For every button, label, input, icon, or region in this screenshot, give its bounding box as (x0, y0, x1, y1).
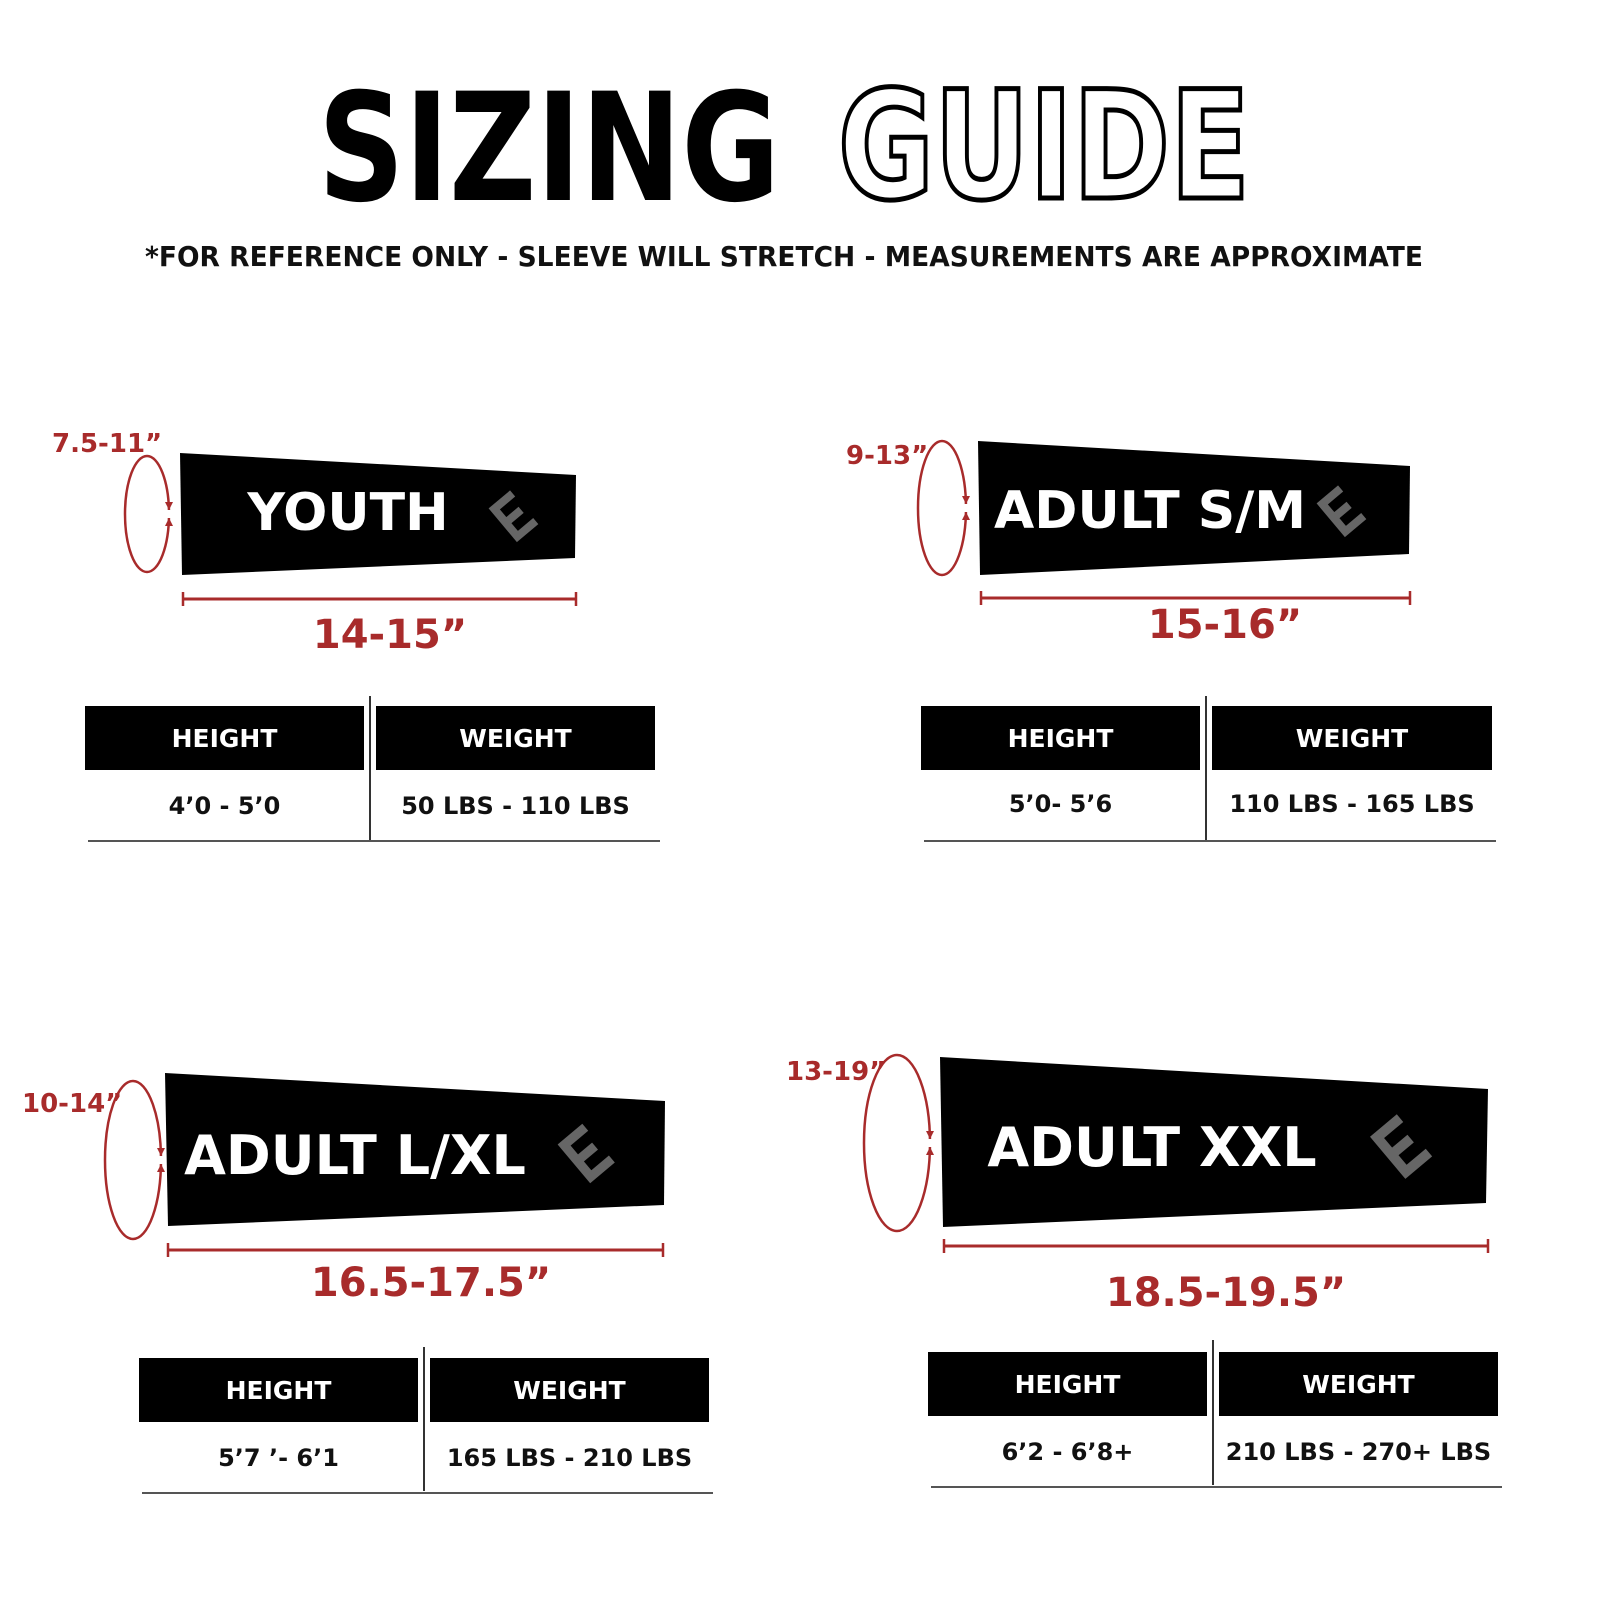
height-header-cell (928, 1352, 1207, 1416)
size-name: ADULT L/XL (184, 1124, 526, 1187)
arrowhead-icon (926, 1131, 934, 1139)
height-header-cell (921, 706, 1200, 770)
weight-header: WEIGHT (459, 724, 571, 753)
size-table: HEIGHT WEIGHT 5’0- 5’6 110 LBS - 165 LBS (921, 696, 1496, 842)
title-outline: GUIDE (838, 60, 1250, 234)
circumference-label: 10-14” (22, 1089, 122, 1119)
height-value: 6’2 - 6’8+ (1002, 1438, 1134, 1466)
weight-header-cell (430, 1358, 709, 1422)
arrowhead-icon (165, 502, 173, 510)
weight-value: 110 LBS - 165 LBS (1229, 790, 1474, 818)
weight-header-cell (1212, 706, 1492, 770)
height-value: 5’0- 5’6 (1009, 790, 1112, 818)
arrowhead-icon (165, 518, 173, 526)
length-label: 18.5-19.5” (1106, 1270, 1346, 1316)
circumference-label: 9-13” (846, 441, 928, 471)
arrowhead-icon (926, 1147, 934, 1155)
size-table: HEIGHT WEIGHT 4’0 - 5’0 50 LBS - 110 LBS (85, 696, 660, 842)
size-panel-adult-xxl: ADULT XXL 13-19” 18.5-19.5” HEIGHT WEIGHT 6’2… (786, 1053, 1502, 1488)
circumference-label: 7.5-11” (52, 429, 162, 459)
title-solid: SIZING (318, 62, 780, 236)
arrowhead-icon (157, 1148, 165, 1156)
weight-value: 210 LBS - 270+ LBS (1226, 1438, 1491, 1466)
weight-value: 50 LBS - 110 LBS (401, 792, 630, 820)
brand-logo-icon (1316, 485, 1367, 538)
length-label: 14-15” (313, 612, 467, 658)
height-header: HEIGHT (172, 724, 278, 753)
sleeve-shape (180, 453, 576, 575)
arrowhead-icon (962, 496, 970, 504)
weight-header: WEIGHT (513, 1376, 625, 1405)
circumference-label: 13-19” (786, 1057, 886, 1087)
length-label: 16.5-17.5” (311, 1260, 551, 1306)
size-name: ADULT XXL (987, 1116, 1316, 1179)
height-header: HEIGHT (1015, 1370, 1121, 1399)
height-header: HEIGHT (226, 1376, 332, 1405)
size-table: HEIGHT WEIGHT 5’7 ’- 6’1 165 LBS - 210 LBS (139, 1347, 713, 1494)
size-name: ADULT S/M (994, 481, 1306, 541)
arrowhead-icon (962, 512, 970, 520)
length-label: 15-16” (1148, 602, 1302, 648)
sleeve-shape (165, 1073, 665, 1226)
sleeve-shape (940, 1057, 1488, 1227)
size-table: HEIGHT WEIGHT 6’2 - 6’8+ 210 LBS - 270+ LBS (928, 1340, 1502, 1488)
weight-header-cell (376, 706, 655, 770)
weight-value: 165 LBS - 210 LBS (447, 1444, 692, 1472)
weight-header: WEIGHT (1302, 1370, 1414, 1399)
brand-logo-icon (488, 490, 539, 543)
size-panel-youth: YOUTH 7.5-11” 14-15” HEIGHT WEIGHT 4’0 - 5’0 5… (52, 429, 660, 842)
brand-logo-icon (557, 1123, 615, 1184)
sleeve-shape (978, 441, 1410, 575)
subtitle: *FOR REFERENCE ONLY - SLEEVE WILL STRETC… (145, 240, 1423, 273)
size-name: YOUTH (246, 483, 448, 543)
arrowhead-icon (157, 1164, 165, 1172)
size-panel-adult-s-m: ADULT S/M 9-13” 15-16” HEIGHT WEIGHT 5’0- 5’6… (846, 439, 1496, 842)
size-panel-adult-l-xl: ADULT L/XL 10-14” 16.5-17.5” HEIGHT WEIGHT 5’… (22, 1073, 713, 1494)
weight-header: WEIGHT (1296, 724, 1408, 753)
height-header-cell (139, 1358, 418, 1422)
brand-logo-icon (1370, 1114, 1433, 1179)
height-value: 4’0 - 5’0 (169, 792, 281, 820)
weight-header-cell (1219, 1352, 1498, 1416)
height-value: 5’7 ’- 6’1 (218, 1444, 339, 1472)
circumference-arrow-icon (123, 454, 171, 574)
height-header-cell (85, 706, 364, 770)
height-header: HEIGHT (1008, 724, 1114, 753)
